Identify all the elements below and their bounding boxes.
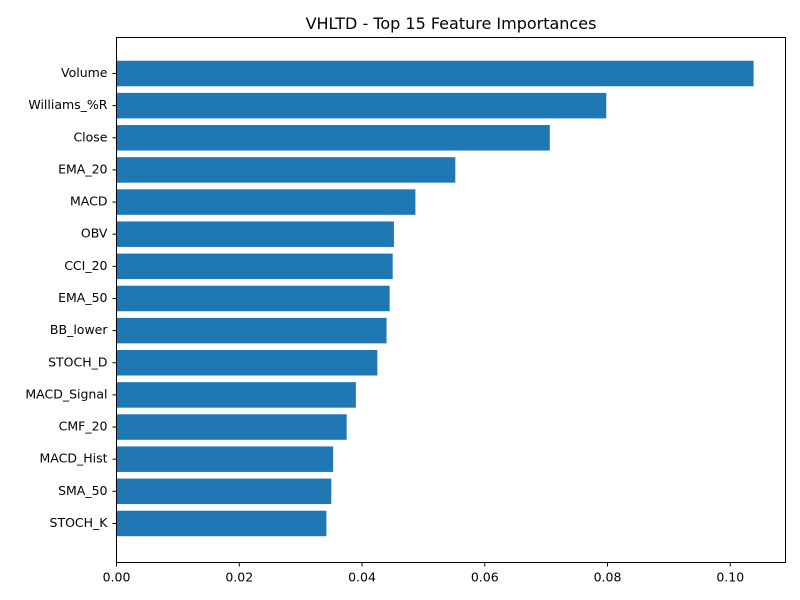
chart-title: VHLTD - Top 15 Feature Importances — [306, 14, 597, 33]
y-tick-label: MACD — [70, 194, 107, 209]
bar-obv — [116, 221, 394, 247]
y-tick-label: OBV — [81, 226, 108, 241]
x-tick-label: 0.10 — [716, 570, 744, 585]
bar-macd — [116, 189, 416, 215]
y-tick-label: Close — [73, 129, 107, 144]
bar-macd-hist — [116, 446, 334, 472]
bar-volume — [116, 60, 754, 87]
y-tick-label: EMA_20 — [58, 161, 107, 176]
x-tick-label: 0.02 — [225, 570, 253, 585]
x-tick-label: 0.04 — [348, 570, 376, 585]
bar-bb-lower — [116, 317, 387, 344]
y-tick-label: MACD_Signal — [25, 386, 107, 401]
y-tick-label: EMA_50 — [58, 290, 107, 305]
bar-ema-20 — [116, 157, 456, 183]
bar-cci-20 — [116, 253, 393, 280]
plot-frame — [116, 37, 786, 563]
bar-stoch-d — [116, 350, 378, 376]
x-tick-label: 0.06 — [471, 570, 499, 585]
y-tick-label: CMF_20 — [59, 419, 108, 434]
x-tick-label: 0.08 — [594, 570, 622, 585]
x-tick-label: 0.00 — [103, 570, 131, 585]
y-tick-label: STOCH_K — [50, 515, 109, 530]
y-tick-label: BB_lower — [50, 322, 108, 337]
y-tick-label: STOCH_D — [48, 354, 107, 369]
bar-cmf-20 — [116, 414, 347, 440]
x-ticks: 0.00 0.02 0.04 0.06 0.08 0.10 — [103, 562, 744, 585]
y-tick-labels: Volume Williams_%R Close EMA_20 MACD OBV CCI_2… — [25, 65, 117, 530]
y-tick-label: Williams_%R — [28, 97, 107, 112]
y-tick-label: Volume — [61, 65, 108, 80]
y-tick-label: MACD_Hist — [39, 451, 107, 466]
bars-group — [116, 60, 754, 537]
y-tick-label: CCI_20 — [64, 258, 107, 273]
bar-stoch-k — [116, 510, 327, 537]
bar-macd-signal — [116, 382, 356, 408]
bar-sma-50 — [116, 478, 332, 505]
y-tick-label: SMA_50 — [58, 483, 107, 498]
bar-ema-50 — [116, 285, 390, 312]
bar-williams-r — [116, 92, 607, 119]
bar-close — [116, 125, 550, 151]
